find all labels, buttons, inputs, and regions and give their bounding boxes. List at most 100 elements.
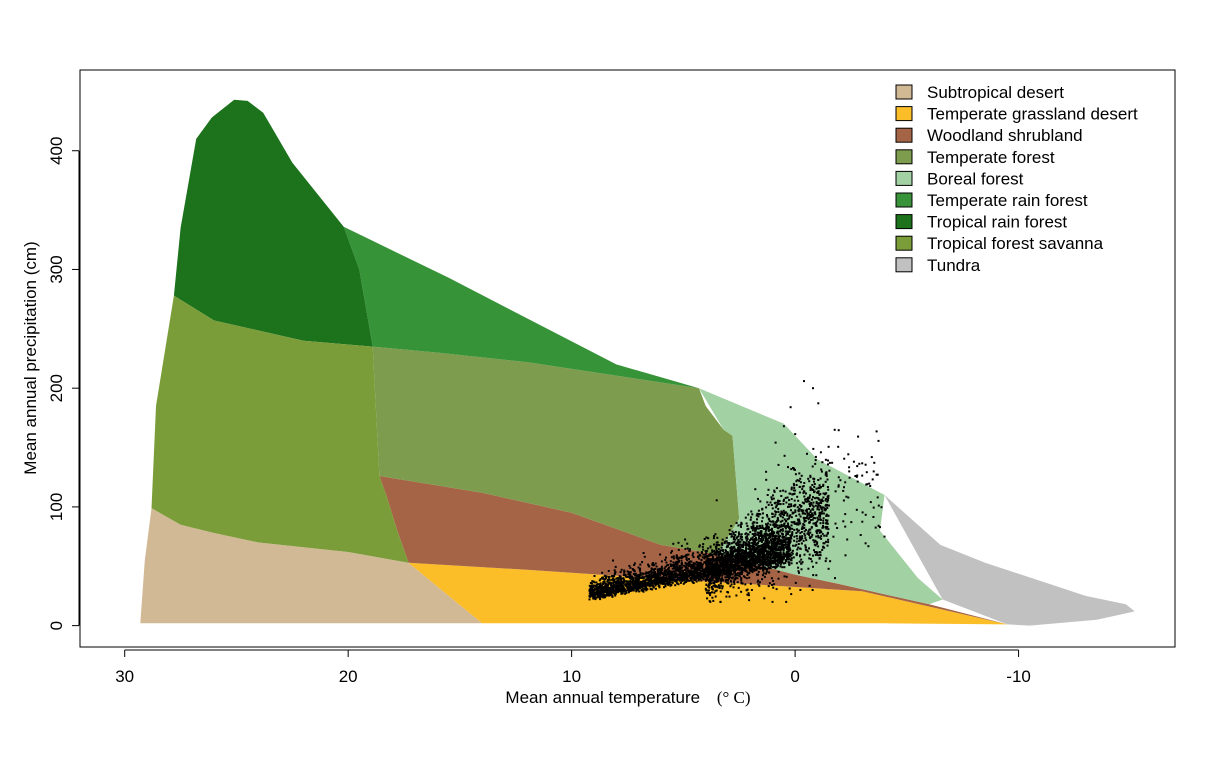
data-point <box>754 528 757 530</box>
data-point <box>656 575 659 578</box>
data-point <box>697 555 700 558</box>
data-point <box>697 567 700 569</box>
data-point <box>667 582 669 585</box>
data-point <box>744 543 747 546</box>
data-point <box>744 555 747 558</box>
data-point <box>723 559 726 562</box>
data-point <box>805 528 807 531</box>
data-point <box>771 535 774 538</box>
data-point <box>794 503 797 506</box>
data-point <box>745 560 748 563</box>
data-point <box>607 594 610 596</box>
data-point <box>844 513 847 516</box>
data-point <box>602 582 605 585</box>
data-point <box>740 564 743 567</box>
data-point <box>710 573 713 576</box>
data-point <box>789 540 792 543</box>
data-point <box>752 543 755 545</box>
data-point <box>802 523 805 525</box>
data-point <box>672 565 675 567</box>
data-point <box>772 533 775 536</box>
data-point <box>774 552 777 555</box>
data-point <box>803 512 806 515</box>
data-point <box>643 580 646 583</box>
data-point <box>793 539 796 542</box>
data-point <box>590 585 593 588</box>
data-point <box>765 558 768 561</box>
data-point <box>714 545 717 548</box>
data-point <box>676 578 679 580</box>
data-point <box>737 546 740 549</box>
data-point <box>730 525 733 527</box>
data-point <box>748 559 751 562</box>
data-point <box>788 503 791 506</box>
data-point <box>774 559 777 562</box>
data-point <box>653 582 656 585</box>
data-point <box>813 522 816 525</box>
data-point <box>751 533 754 536</box>
data-point <box>711 576 714 579</box>
data-point <box>698 545 701 548</box>
data-point <box>788 539 791 542</box>
data-point <box>815 500 818 503</box>
data-point <box>790 516 793 519</box>
data-point <box>672 574 675 576</box>
data-point <box>864 513 867 516</box>
data-point <box>854 475 857 477</box>
data-point <box>589 585 592 588</box>
data-point <box>593 588 596 591</box>
data-point <box>783 514 786 516</box>
data-point <box>733 581 735 583</box>
data-point <box>792 556 795 559</box>
data-point <box>729 555 732 558</box>
data-point <box>763 566 766 569</box>
data-point <box>757 534 760 536</box>
data-point <box>757 540 760 543</box>
data-point <box>818 551 821 554</box>
data-point <box>656 569 659 572</box>
data-point <box>769 567 772 570</box>
data-point <box>732 541 735 544</box>
data-point <box>735 594 738 597</box>
data-point <box>809 494 812 497</box>
data-point <box>713 550 716 553</box>
data-point <box>609 588 612 591</box>
data-point <box>782 502 785 505</box>
data-point <box>750 555 753 558</box>
data-point <box>790 488 793 491</box>
data-point <box>702 548 705 551</box>
data-point <box>754 488 757 491</box>
data-point <box>762 550 765 553</box>
data-point <box>695 575 698 577</box>
data-point <box>799 515 802 518</box>
data-point <box>758 555 761 558</box>
data-point <box>658 577 661 580</box>
data-point <box>718 566 721 569</box>
data-point <box>745 566 747 569</box>
data-point <box>721 574 724 577</box>
data-point <box>790 486 793 489</box>
data-point <box>694 578 697 581</box>
x-tick-label: 20 <box>339 667 358 686</box>
data-point <box>732 546 735 549</box>
data-point <box>769 532 772 535</box>
data-point <box>624 583 627 586</box>
data-point <box>806 532 809 535</box>
data-point <box>773 559 776 562</box>
data-point <box>714 590 717 593</box>
data-point <box>809 509 812 512</box>
data-point <box>655 576 658 579</box>
data-point <box>769 555 772 558</box>
data-point <box>760 559 763 562</box>
data-point <box>692 556 695 559</box>
data-point <box>872 470 875 473</box>
data-point <box>765 527 768 529</box>
data-point <box>734 530 737 533</box>
data-point <box>688 561 691 564</box>
data-point <box>677 576 680 579</box>
data-point <box>732 566 735 569</box>
data-point <box>672 555 675 558</box>
data-point <box>822 485 825 487</box>
data-point <box>710 564 713 567</box>
data-point <box>772 494 774 497</box>
